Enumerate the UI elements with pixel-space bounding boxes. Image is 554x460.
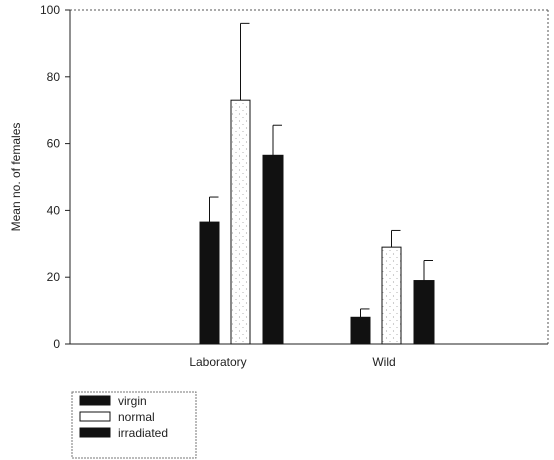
bar-normal (381, 246, 402, 345)
bar-irradiated (413, 280, 435, 345)
x-tick-label: Laboratory (189, 355, 246, 369)
bar-normal (230, 99, 251, 345)
legend: virgin normal irradiated (71, 391, 197, 459)
x-axis-ticks: Laboratory Wild (189, 355, 395, 369)
y-axis-ticks: 0 20 40 60 80 100 (40, 3, 70, 351)
legend-label-virgin: virgin (118, 394, 147, 408)
y-tick-label: 0 (53, 337, 60, 351)
legend-swatch-irradiated (79, 427, 111, 438)
bars (199, 22, 435, 345)
x-tick-label: Wild (372, 355, 395, 369)
y-tick-label: 100 (40, 3, 60, 17)
y-tick-label: 60 (47, 137, 61, 151)
legend-swatch-virgin (79, 395, 111, 406)
legend-label-irradiated: irradiated (118, 426, 168, 440)
bar-virgin (350, 316, 371, 345)
y-tick-label: 80 (47, 70, 61, 84)
legend-label-normal: normal (118, 410, 155, 424)
plot-frame (70, 9, 549, 344)
legend-swatch-normal (79, 411, 111, 422)
bar-virgin (199, 221, 220, 345)
bar-irradiated (262, 154, 284, 345)
y-tick-label: 40 (47, 203, 61, 217)
y-tick-label: 20 (47, 270, 61, 284)
y-axis-label: Mean no. of females (9, 123, 23, 232)
